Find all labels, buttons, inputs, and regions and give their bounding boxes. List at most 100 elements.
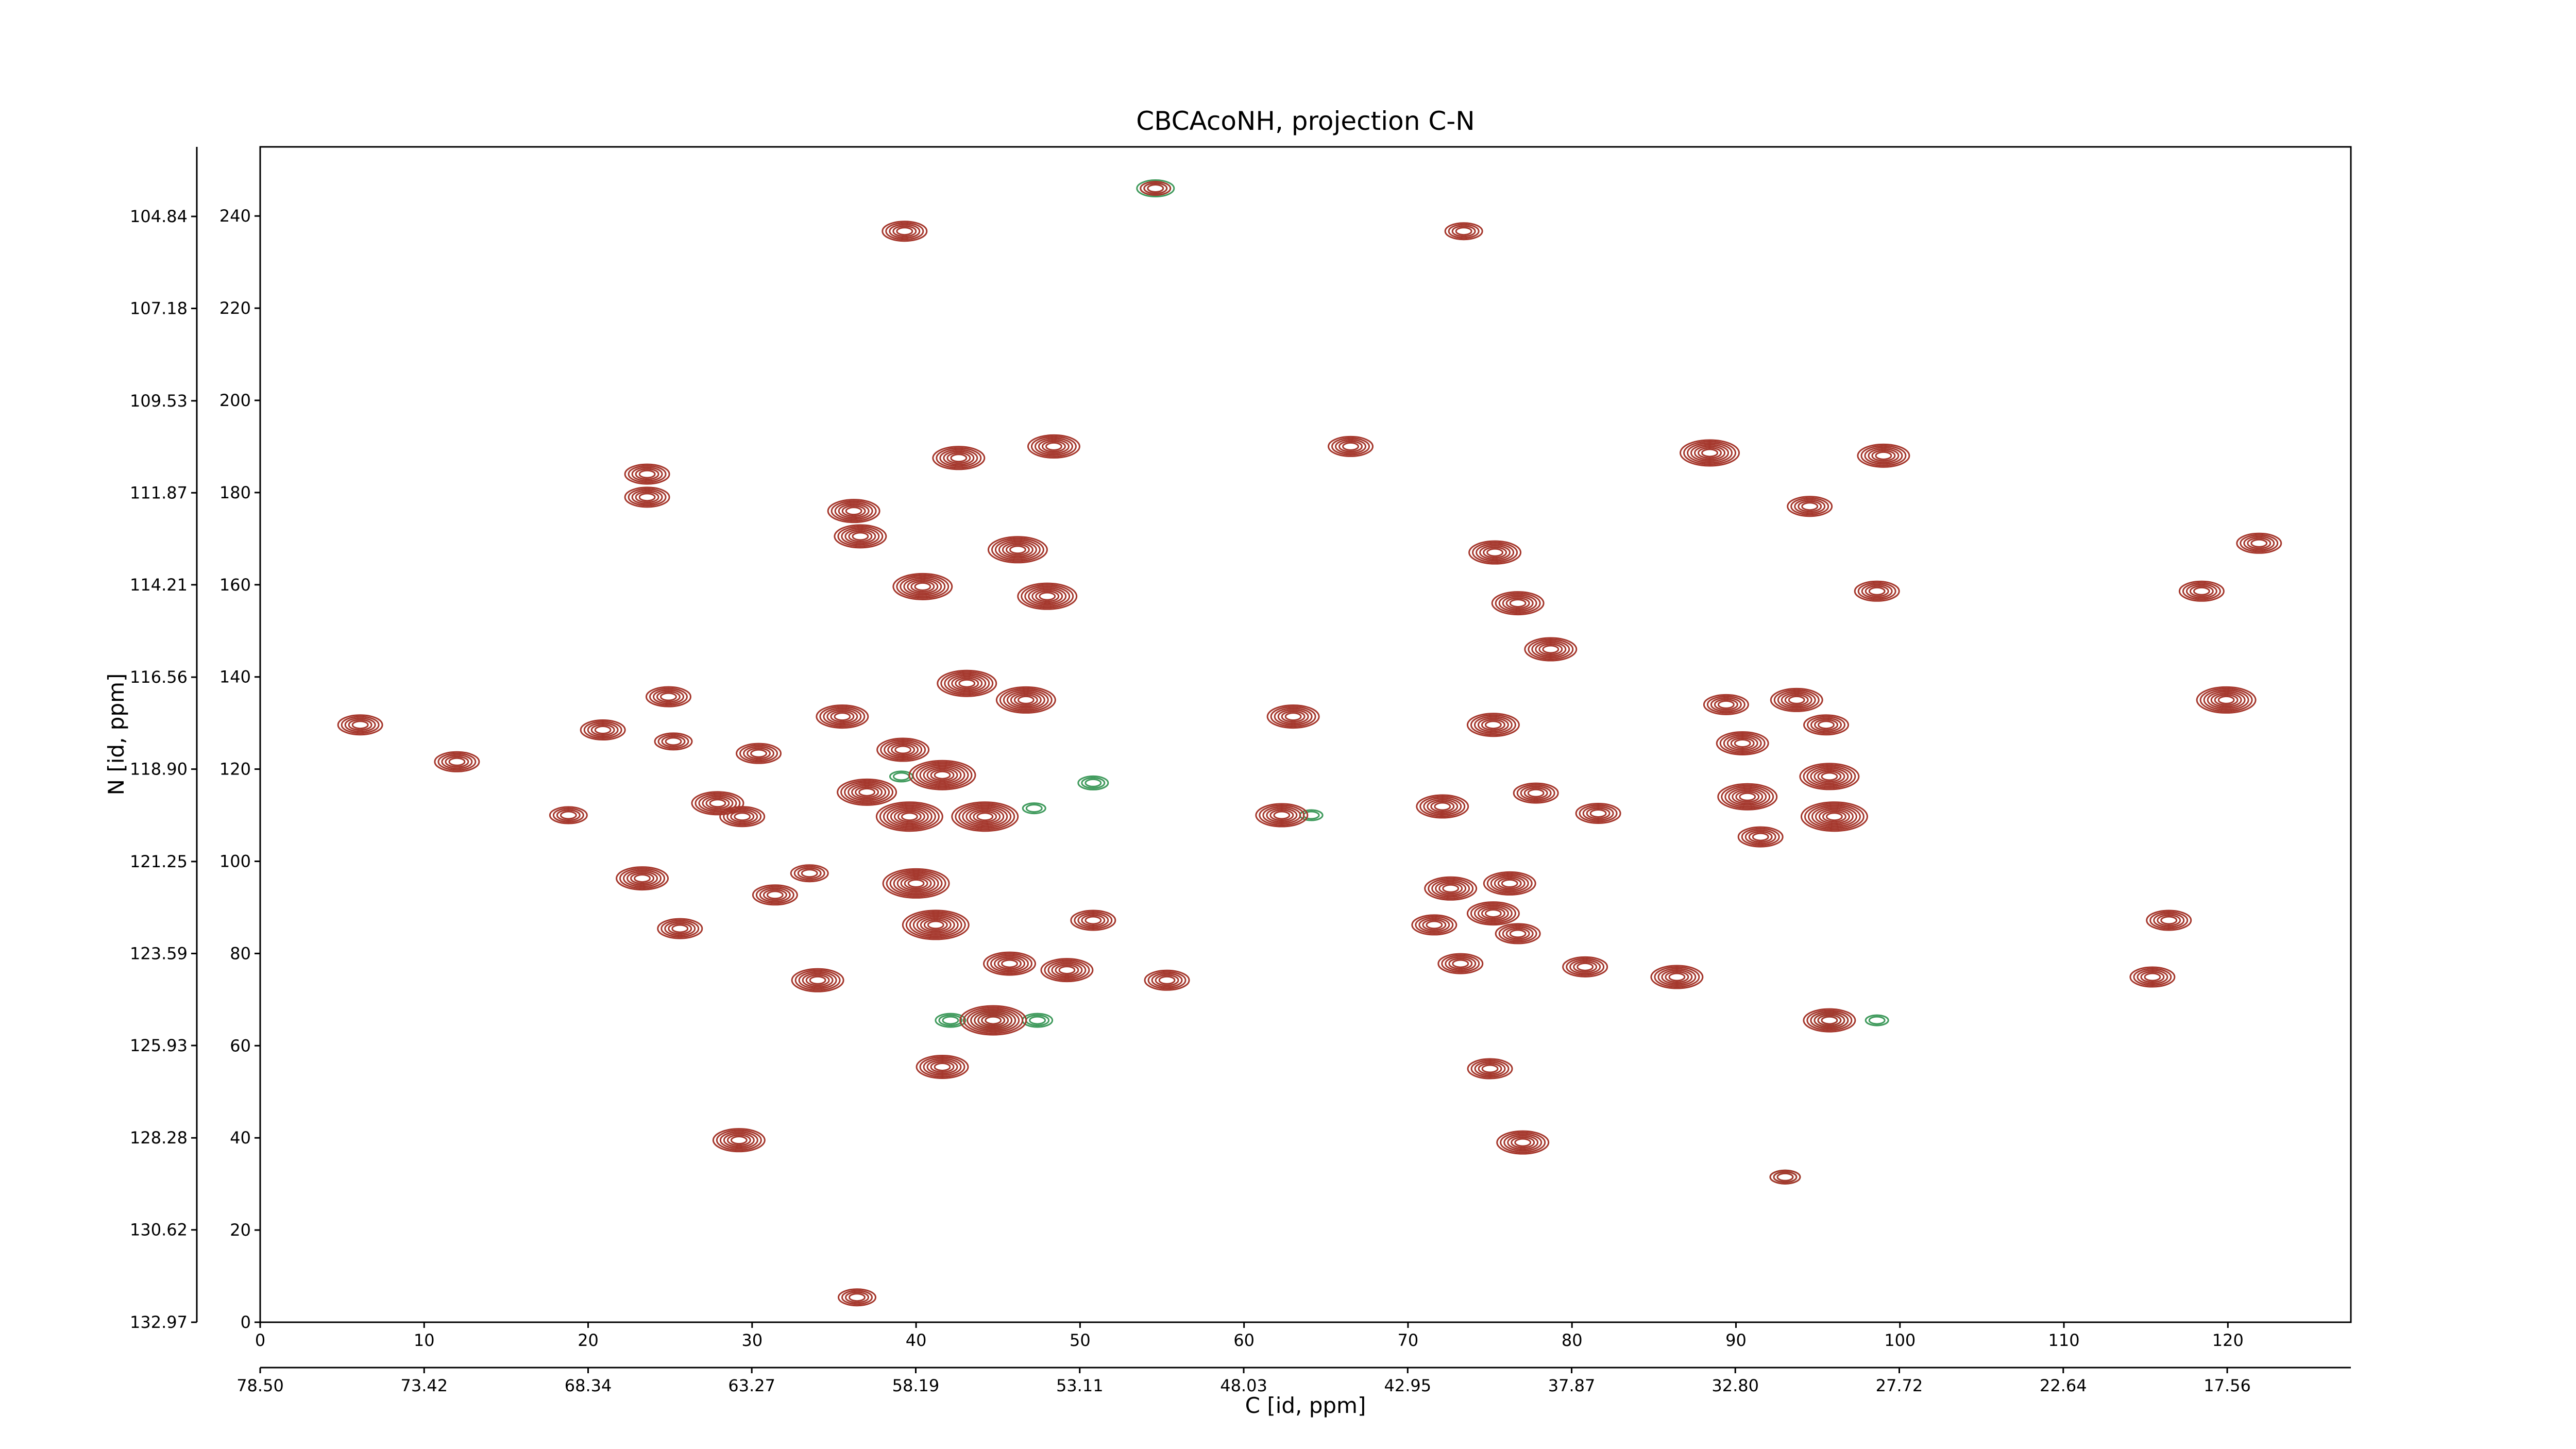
positive-contour <box>1527 788 1545 798</box>
positive-contour <box>1021 584 1074 609</box>
positive-contour <box>1505 597 1530 610</box>
positive-contour <box>634 874 651 883</box>
positive-contour <box>965 807 1005 826</box>
y2-tick-label: 128.28 <box>130 1128 188 1148</box>
positive-contour <box>1505 928 1530 940</box>
positive-contour <box>750 749 768 758</box>
positive-contour <box>1143 182 1168 195</box>
positive-contour <box>747 747 771 760</box>
positive-contour <box>912 761 973 789</box>
positive-contour <box>894 745 912 754</box>
x2-tick-label: 22.64 <box>2040 1376 2087 1395</box>
positive-contour <box>2129 966 2176 988</box>
positive-contour <box>926 767 958 783</box>
x2-tick-label: 32.80 <box>1711 1376 1759 1395</box>
positive-contour <box>1058 966 1076 975</box>
positive-contour <box>448 757 466 766</box>
positive-contour <box>790 864 829 883</box>
positive-contour <box>1452 959 1469 968</box>
positive-contour <box>801 869 818 878</box>
positive-contour <box>1710 697 1742 712</box>
y2-tick-label: 132.97 <box>130 1312 188 1332</box>
negative-contour <box>1136 179 1175 198</box>
positive-contour <box>1566 957 1605 976</box>
positive-contour <box>838 503 870 519</box>
positive-contour <box>951 801 1019 832</box>
positive-contour <box>944 672 990 694</box>
contour-layer <box>337 179 2282 1307</box>
positive-contour <box>1430 800 1455 813</box>
positive-contour <box>852 532 869 541</box>
positive-contour <box>880 739 926 761</box>
positive-contour <box>1799 763 1860 790</box>
positive-contour <box>628 465 667 483</box>
positive-contour <box>994 539 1041 561</box>
positive-contour <box>2196 686 2257 714</box>
positive-contour <box>834 524 887 549</box>
positive-contour <box>1668 972 1686 982</box>
positive-contour <box>1732 789 1764 804</box>
positive-contour <box>923 766 962 784</box>
positive-contour <box>337 714 383 736</box>
positive-contour <box>848 783 887 801</box>
positive-contour <box>1777 690 1816 709</box>
positive-contour <box>983 951 1037 976</box>
x2-tick-label: 73.42 <box>400 1376 448 1395</box>
positive-contour <box>1481 1064 1499 1073</box>
positive-contour <box>1810 767 1849 786</box>
y2-tick-label: 116.56 <box>130 667 188 687</box>
positive-contour <box>1871 449 1896 462</box>
positive-contour <box>1501 879 1518 888</box>
positive-contour <box>1728 787 1767 806</box>
positive-contour <box>1074 911 1113 930</box>
positive-contour <box>951 676 983 691</box>
positive-contour <box>712 1128 766 1153</box>
positive-contour <box>1822 811 1846 823</box>
y-tick-label: 120 <box>219 760 251 779</box>
positive-contour <box>759 887 791 903</box>
positive-contour <box>1084 916 1102 925</box>
positive-contour <box>1801 502 1819 511</box>
positive-contour <box>1155 974 1179 986</box>
positive-contour <box>1284 712 1302 721</box>
positive-contour <box>2149 911 2189 930</box>
positive-contour <box>1444 222 1483 241</box>
positive-contour <box>726 1134 751 1147</box>
positive-contour <box>887 742 919 757</box>
positive-contour <box>626 871 658 886</box>
y-tick-label: 100 <box>219 851 251 871</box>
positive-contour <box>908 760 976 790</box>
y2-tick-label: 109.53 <box>130 391 188 411</box>
positive-contour <box>876 737 930 762</box>
positive-contour <box>1474 1061 1506 1076</box>
positive-contour <box>1472 542 1518 563</box>
positive-contour <box>1806 766 1853 787</box>
x2-tick-label: 63.27 <box>728 1376 775 1395</box>
positive-contour <box>841 1290 873 1305</box>
positive-contour <box>1034 437 1073 456</box>
positive-contour <box>844 781 890 803</box>
positive-contour <box>967 1008 1020 1033</box>
positive-contour <box>901 812 918 821</box>
positive-contour <box>897 811 922 823</box>
positive-contour <box>660 919 700 938</box>
x-tick-label: 10 <box>414 1330 435 1350</box>
positive-contour <box>946 452 971 464</box>
positive-contour <box>950 453 968 463</box>
positive-contour <box>791 968 844 992</box>
x2-tick-label: 27.72 <box>1876 1376 1923 1395</box>
positive-contour <box>1266 704 1320 729</box>
positive-contour <box>719 1131 758 1150</box>
positive-contour <box>638 493 656 502</box>
positive-contour <box>1466 713 1520 737</box>
positive-contour <box>2140 971 2165 983</box>
positive-contour <box>1070 909 1116 931</box>
positive-contour <box>1790 497 1829 516</box>
positive-contour <box>1523 787 1548 799</box>
positive-contour <box>963 1006 1024 1034</box>
positive-contour <box>1478 1063 1502 1075</box>
positive-contour <box>1274 707 1313 726</box>
positive-contour <box>879 803 940 831</box>
positive-contour <box>1473 904 1513 923</box>
positive-contour <box>1868 586 1886 596</box>
